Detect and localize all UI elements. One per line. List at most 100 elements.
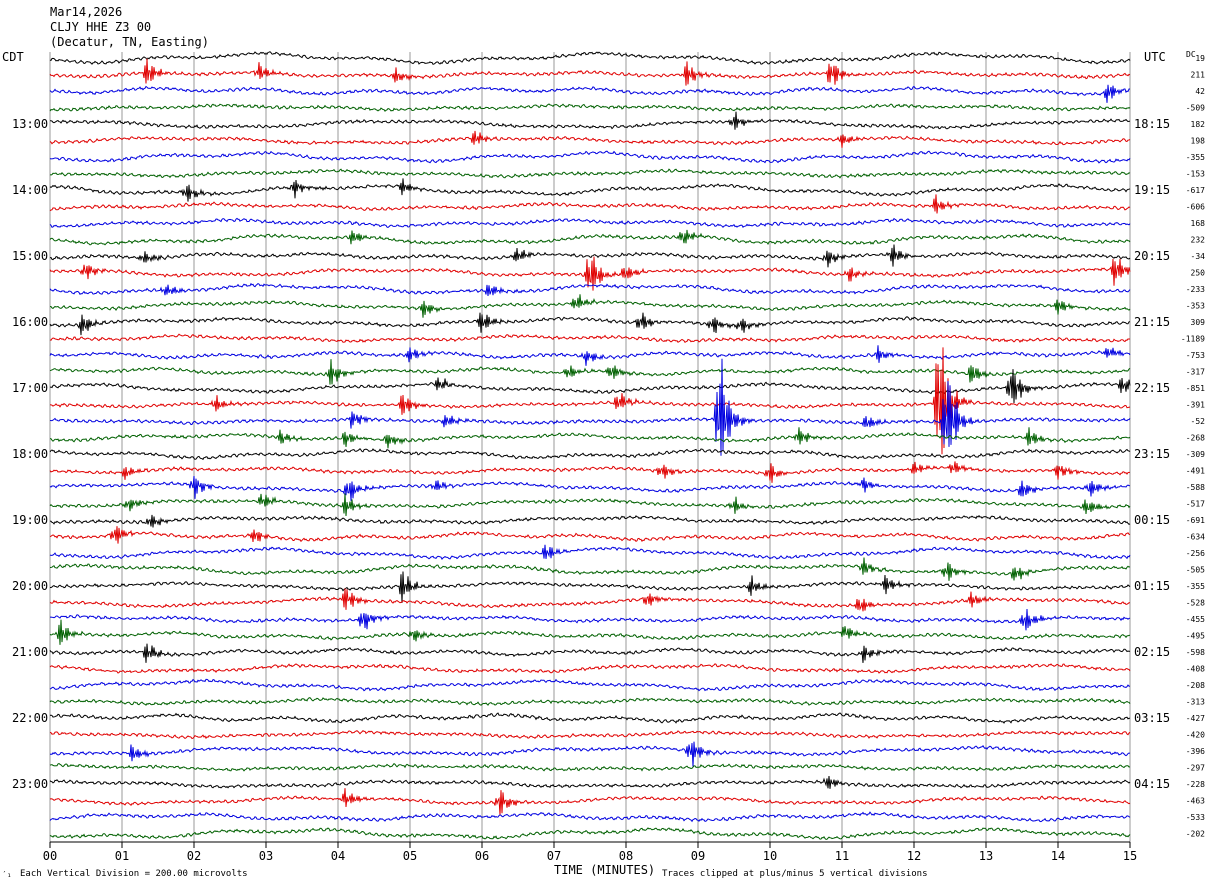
trace-row-14 [49, 282, 1131, 296]
right-timezone-label: UTC [1144, 50, 1166, 64]
dc-offset-label: -505 [1186, 566, 1205, 575]
x-axis-title: TIME (MINUTES) [554, 863, 655, 877]
trace-row-7 [49, 168, 1131, 179]
dc-offset-label: -691 [1186, 516, 1205, 525]
trace-row-22 [49, 358, 1131, 456]
header-location: (Decatur, TN, Easting) [50, 35, 209, 49]
dc-offset-label: -455 [1186, 615, 1205, 624]
dc-offset-label: 211 [1191, 71, 1206, 80]
dc-offset-label: -606 [1186, 203, 1205, 212]
x-tick-label: 15 [1123, 849, 1137, 863]
trace-row-8 [49, 178, 1131, 202]
dc-offset-label: -355 [1186, 582, 1205, 591]
left-hour-label: 18:00 [12, 447, 48, 461]
dc-offset-label: -598 [1186, 648, 1205, 657]
dc-offset-label: 309 [1191, 318, 1206, 327]
right-hour-label: 22:15 [1134, 381, 1170, 395]
right-hour-label: 04:15 [1134, 777, 1170, 791]
dc-offset-label: -297 [1186, 764, 1205, 773]
left-hour-label: 16:00 [12, 315, 48, 329]
trace-row-39 [49, 697, 1131, 706]
left-hour-label: 14:00 [12, 183, 48, 197]
dc-offset-label: -753 [1186, 351, 1205, 360]
left-hour-label: 22:00 [12, 711, 48, 725]
trace-row-33 [49, 588, 1130, 612]
right-hour-label: 18:15 [1134, 117, 1170, 131]
trace-row-46 [49, 811, 1131, 823]
x-tick-label: 09 [691, 849, 705, 863]
dc-offset-label: -228 [1186, 780, 1205, 789]
dc-offset-label: -617 [1186, 186, 1205, 195]
dc-offset-label: 182 [1191, 120, 1206, 129]
dc-offset-label: -313 [1186, 698, 1205, 707]
dc-label: DC [1186, 50, 1196, 59]
trace-row-15 [49, 294, 1131, 318]
x-tick-label: 12 [907, 849, 921, 863]
trace-row-17 [49, 333, 1131, 343]
left-timezone-label: CDT [2, 50, 24, 64]
corner-mark: ′₁ [2, 870, 12, 879]
dc-offset-label: -208 [1186, 681, 1205, 690]
x-tick-label: 01 [115, 849, 129, 863]
right-hour-label: 23:15 [1134, 447, 1170, 461]
dc-offset-label: -317 [1186, 368, 1205, 377]
trace-row-10 [49, 217, 1131, 228]
dc-offset-label: -391 [1186, 401, 1205, 410]
trace-row-43 [49, 763, 1131, 772]
trace-row-38 [49, 678, 1131, 692]
right-hour-label: 02:15 [1134, 645, 1170, 659]
trace-row-42 [49, 741, 1131, 767]
trace-row-19 [49, 359, 1131, 385]
trace-row-28 [49, 514, 1131, 528]
scale-note: Each Vertical Division = 200.00 microvol… [20, 869, 248, 879]
right-hour-label: 20:15 [1134, 249, 1170, 263]
trace-row-32 [49, 571, 1131, 603]
trace-row-35 [49, 619, 1131, 645]
right-hour-label: 19:15 [1134, 183, 1170, 197]
x-tick-label: 08 [619, 849, 633, 863]
hour-labels: 13:00 14:00 15:00 16:00 17:00 18:00 19:00 20:00… [12, 117, 1170, 791]
dc-offset-label: -268 [1186, 434, 1205, 443]
dc-offset-label: 168 [1191, 219, 1206, 228]
trace-row-31 [49, 557, 1131, 581]
dc-offset-label: 19 [1195, 54, 1205, 63]
x-tick-label: 07 [547, 849, 561, 863]
x-tick-label: 10 [763, 849, 777, 863]
trace-row-36 [49, 643, 1131, 663]
dc-offset-label: -634 [1186, 533, 1205, 542]
trace-row-40 [49, 712, 1130, 724]
dc-offset-label: -396 [1186, 747, 1205, 756]
dc-offset-label: -588 [1186, 483, 1205, 492]
trace-row-12 [49, 244, 1131, 268]
trace-row-18 [49, 345, 1131, 366]
trace-row-1 [49, 58, 1131, 86]
dc-offset-label: -420 [1186, 731, 1205, 740]
dc-offset-labels: 19 211 42 -509 182 198 -355 -153 -617 -606 168 232 -… [1181, 54, 1205, 839]
header-station: CLJY HHE Z3 00 [50, 20, 151, 34]
x-tick-label: 04 [331, 849, 345, 863]
dc-offset-label: -491 [1186, 467, 1205, 476]
trace-row-3 [49, 103, 1131, 112]
trace-row-47 [49, 827, 1131, 840]
dc-offset-label: -509 [1186, 104, 1205, 113]
trace-row-0 [49, 51, 1131, 65]
x-tick-label: 14 [1051, 849, 1065, 863]
trace-row-25 [49, 461, 1130, 483]
trace-row-34 [50, 608, 1131, 631]
trace-row-4 [50, 111, 1131, 130]
trace-row-37 [49, 663, 1131, 674]
dc-offset-label: -233 [1186, 285, 1205, 294]
dc-offset-label: -528 [1186, 599, 1205, 608]
dc-offset-label: -463 [1186, 797, 1205, 806]
left-hour-label: 20:00 [12, 579, 48, 593]
dc-offset-label: -153 [1186, 170, 1205, 179]
x-tick-label: 05 [403, 849, 417, 863]
dc-offset-label: -202 [1186, 830, 1205, 839]
trace-row-11 [49, 229, 1131, 246]
trace-row-16 [49, 312, 1131, 336]
left-hour-label: 17:00 [12, 381, 48, 395]
x-tick-label: 00 [43, 849, 57, 863]
right-hour-label: 01:15 [1134, 579, 1170, 593]
left-hour-label: 23:00 [12, 777, 48, 791]
trace-row-9 [49, 194, 1131, 214]
